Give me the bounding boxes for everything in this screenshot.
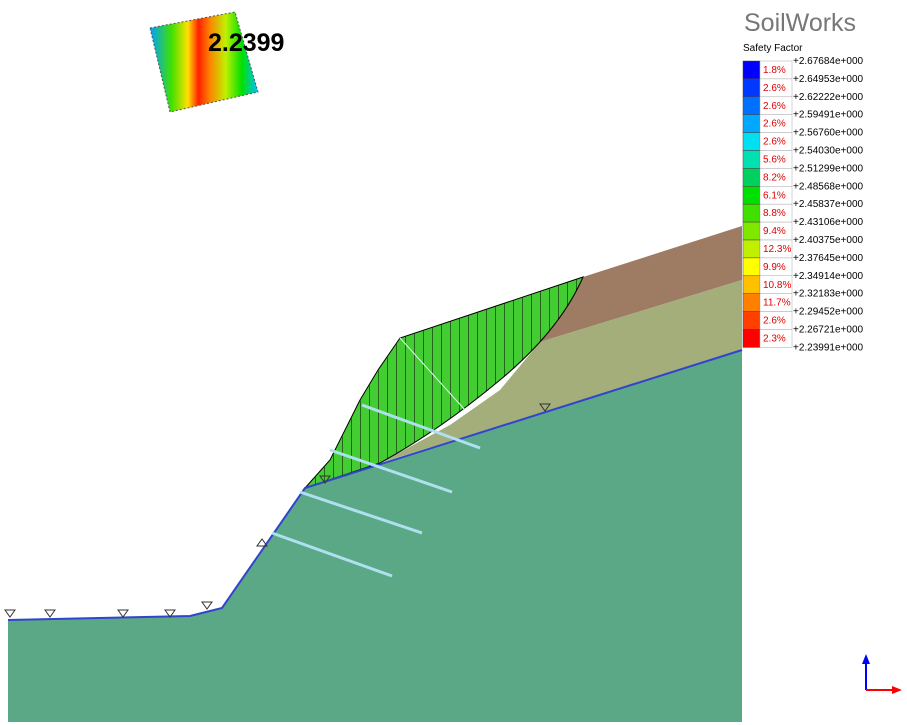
legend-swatch: [742, 239, 761, 259]
result-label: 2.2399: [208, 29, 284, 57]
brand: SoilWorks: [744, 9, 856, 37]
legend: 1.8% 2.6% 2.6% 2.6% 2.6% 5.6% 8.2% 6.1% 8.8% 9.4%…: [742, 56, 864, 353]
legend-percent: 2.6%: [763, 119, 786, 130]
legend-percent: 1.8%: [763, 65, 786, 76]
legend-value: +2.26721e+000: [793, 325, 864, 336]
legend-value: +2.34914e+000: [793, 271, 864, 282]
legend-percent: 8.8%: [763, 208, 786, 219]
nail: [329, 448, 453, 494]
model: [4, 226, 743, 722]
legend-swatch: [742, 78, 761, 98]
legend-swatch: [742, 221, 761, 241]
legend-swatch: [742, 168, 761, 187]
legend-percent: 2.6%: [763, 101, 786, 112]
nail: [271, 531, 393, 578]
legend-swatch: [742, 329, 761, 348]
legend-percent: 11.7%: [763, 298, 791, 309]
legend-value: +2.45837e+000: [793, 199, 864, 210]
legend-swatch: [742, 150, 761, 169]
nail: [299, 490, 423, 535]
soil-layer: [8, 350, 742, 722]
legend-swatch: [742, 203, 761, 223]
legend-swatch: [742, 311, 761, 330]
legend-value: +2.40375e+000: [793, 235, 864, 246]
water-table: [7, 349, 743, 621]
legend-swatch: [742, 60, 761, 80]
legend-value: +2.56760e+000: [793, 128, 864, 139]
legend-swatch: [742, 96, 761, 115]
nail: [361, 403, 481, 450]
legend-swatch: [742, 275, 761, 294]
axis-icon: [862, 654, 902, 694]
legend-value: +2.43106e+000: [793, 217, 864, 228]
legend-percent: 8.2%: [763, 172, 786, 183]
legend-swatch: [742, 293, 761, 312]
water-symbols: [4, 403, 551, 618]
legend-value: +2.29452e+000: [793, 307, 864, 318]
legend-swatch: [742, 132, 761, 151]
legend-percent: 9.4%: [763, 226, 786, 237]
legend-swatch: [742, 257, 761, 277]
legend-swatch: [742, 114, 761, 133]
legend-value: +2.37645e+000: [793, 253, 864, 264]
legend-value: +2.51299e+000: [793, 163, 864, 174]
failure-zone: [303, 276, 584, 490]
thumbnail: [149, 11, 259, 113]
legend-value: +2.54030e+000: [793, 146, 864, 157]
legend-percent: 2.6%: [763, 316, 786, 327]
legend-percent: 6.1%: [763, 190, 786, 201]
legend-percent: 9.9%: [763, 262, 786, 273]
nails: [271, 403, 481, 578]
legend-value: +2.62222e+000: [793, 92, 864, 103]
legend-percent: 2.6%: [763, 83, 786, 94]
legend-value: +2.67684e+000: [793, 56, 864, 67]
legend-title: Safety Factor: [743, 43, 803, 54]
legend-value: +2.48568e+000: [793, 181, 864, 192]
legend-percent: 10.8%: [763, 280, 791, 291]
legend-cell: [759, 329, 793, 348]
legend-value: +2.23991e+000: [793, 342, 864, 353]
soil-layer: [380, 280, 742, 463]
soil-layer: [540, 226, 742, 342]
legend-percent: 5.6%: [763, 155, 786, 166]
legend-value: +2.32183e+000: [793, 289, 864, 300]
legend-percent: 2.6%: [763, 137, 786, 148]
legend-swatch: [742, 186, 761, 205]
legend-percent: 12.3%: [763, 244, 791, 255]
line: [399, 337, 466, 411]
legend-value: +2.59491e+000: [793, 110, 864, 121]
legend-percent: 2.3%: [763, 334, 786, 345]
legend-value: +2.64953e+000: [793, 74, 864, 85]
